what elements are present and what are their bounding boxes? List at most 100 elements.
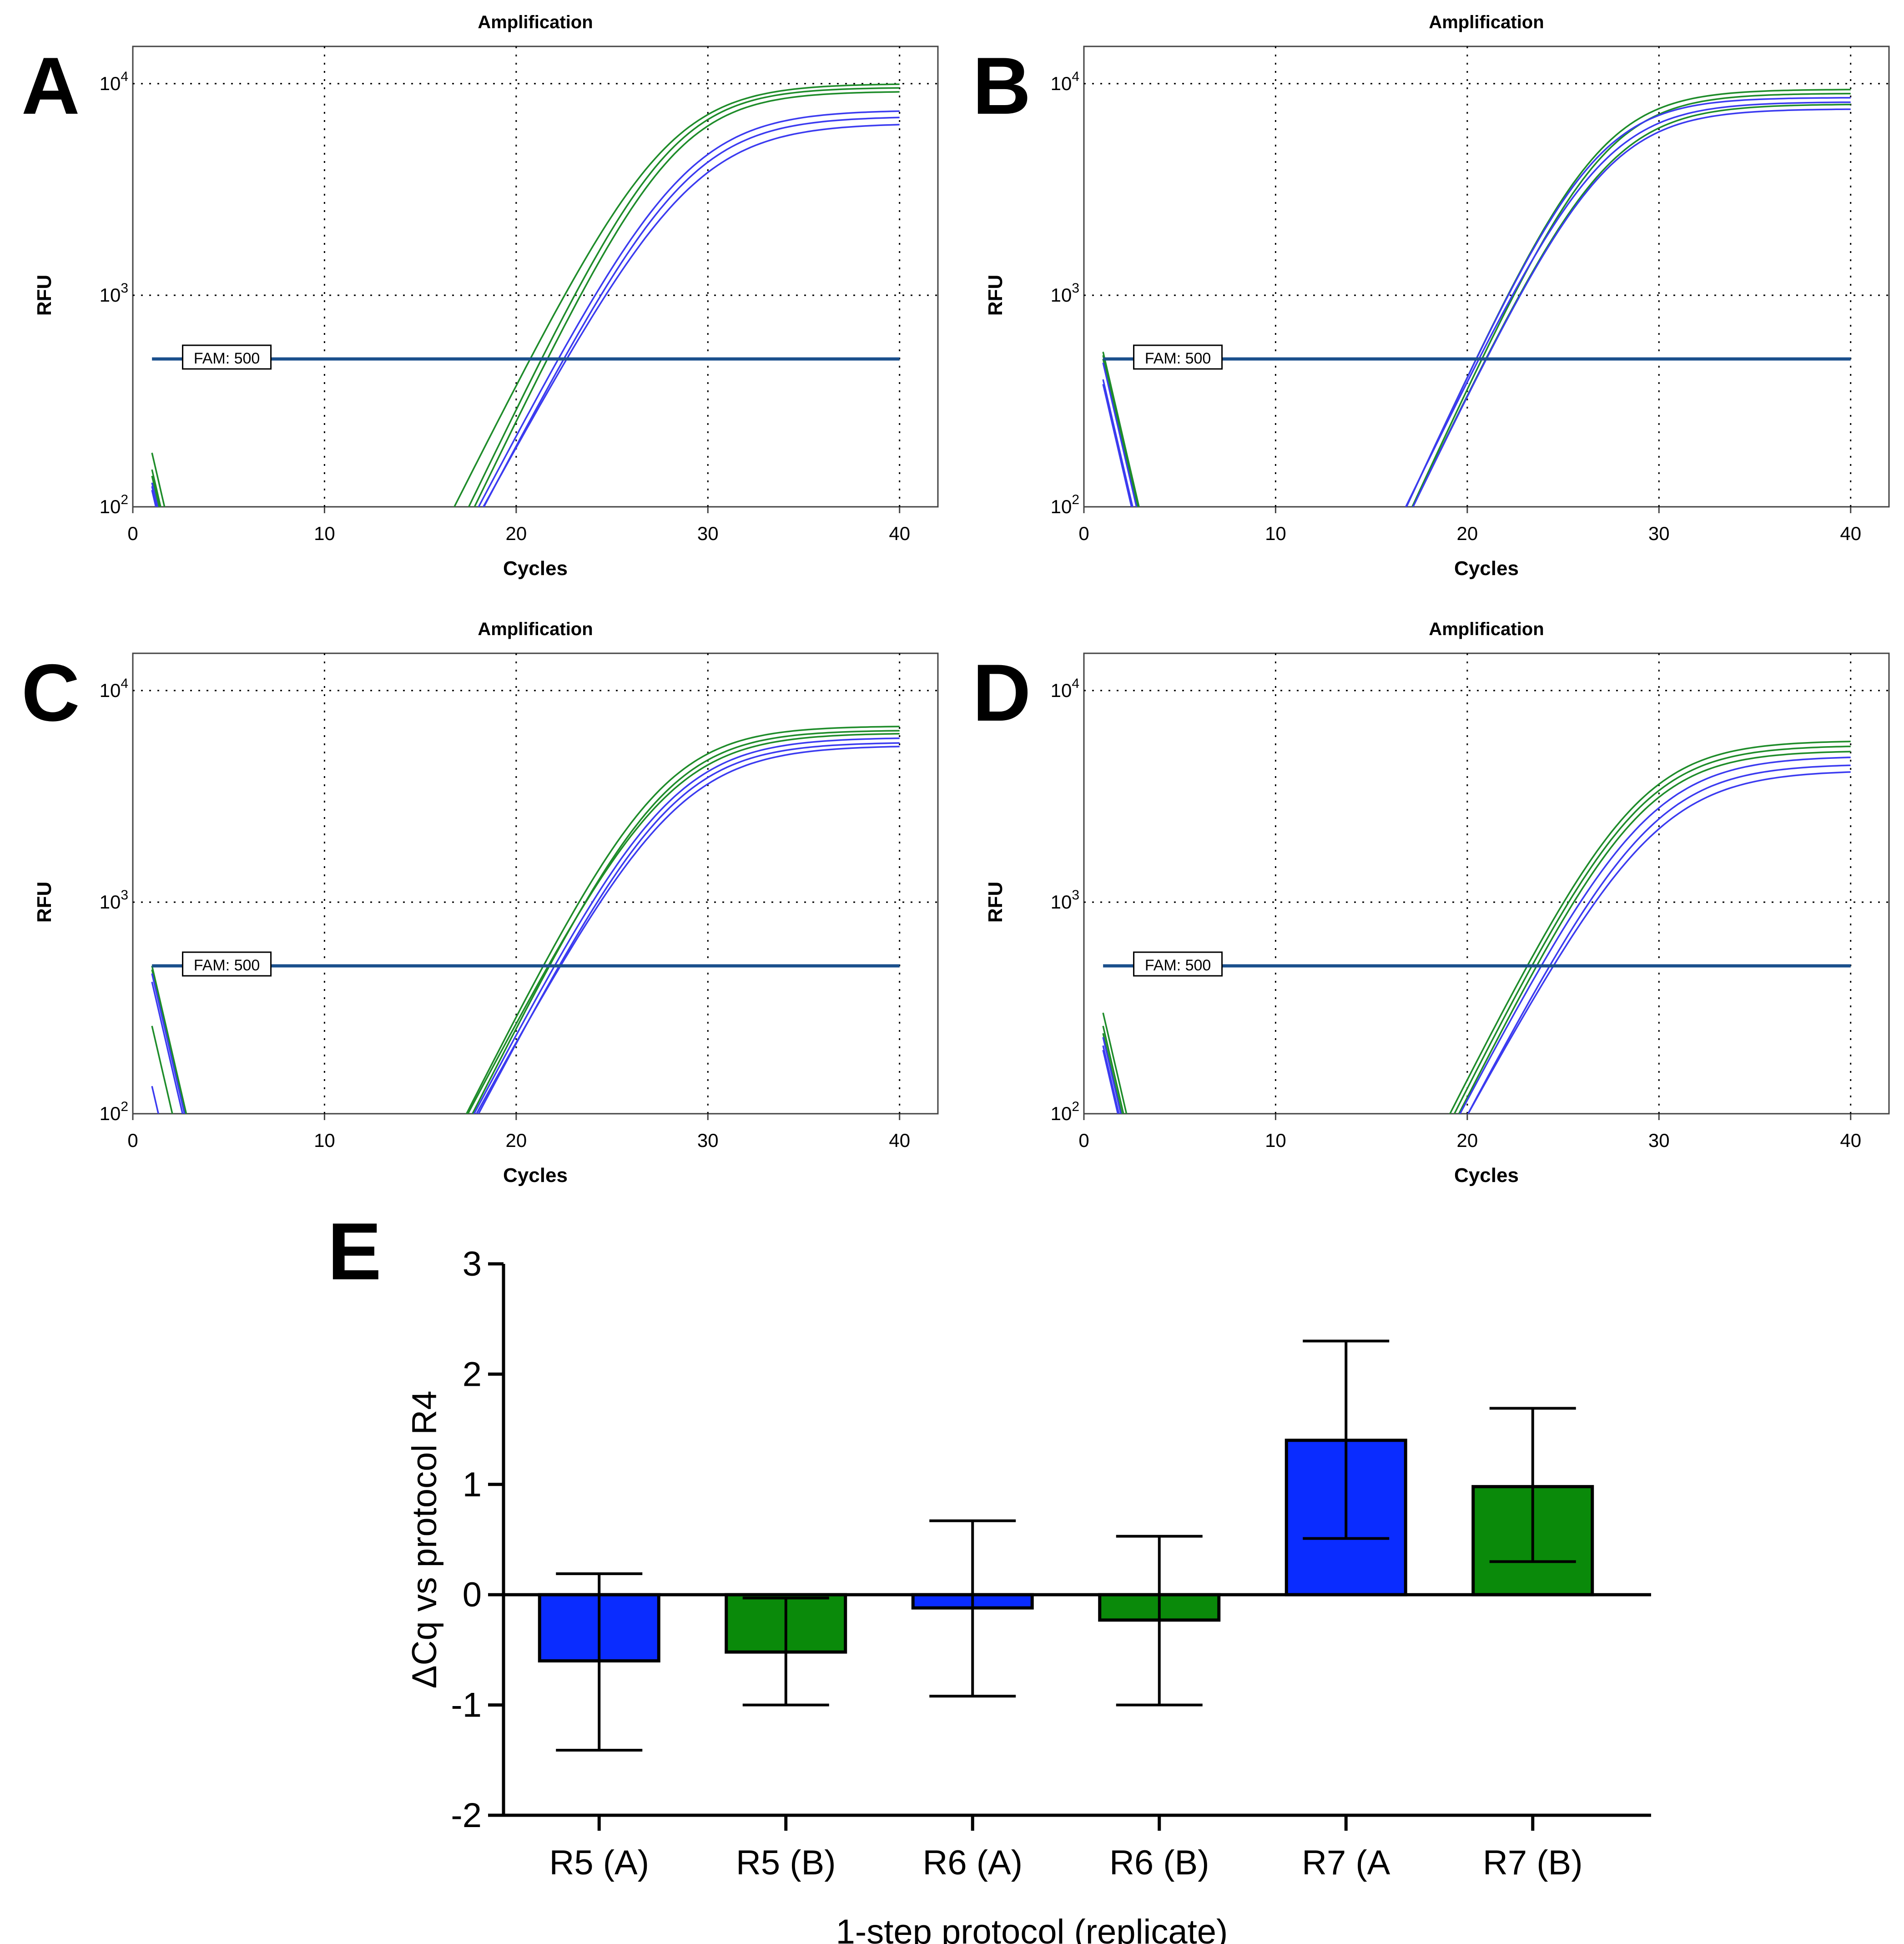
x-tick-label: 10 (314, 523, 335, 544)
x-tick-label: 20 (1456, 1130, 1478, 1151)
y-tick-label: 103 (100, 888, 128, 913)
amplification-curve-green (1102, 741, 1851, 1114)
y-tick-label: 103 (1051, 281, 1079, 306)
curve-group (1102, 741, 1851, 1114)
x-tick-label: R7 (B) (1483, 1843, 1583, 1882)
amplification-curve-blue (1102, 764, 1851, 1114)
x-tick-label: 10 (314, 1130, 335, 1151)
threshold-label-box (1133, 951, 1223, 977)
amplification-curve-blue (151, 746, 900, 1114)
y-tick-exponent: 3 (1072, 281, 1079, 296)
amplification-curve-blue (1102, 101, 1851, 507)
x-tick-label: 40 (1840, 523, 1861, 544)
x-tick-label: 40 (1840, 1130, 1861, 1151)
x-axis-label: Cycles (503, 557, 568, 580)
x-tick-label: 0 (127, 1130, 138, 1151)
chart-title: Amplification (1429, 12, 1544, 32)
y-tick-label: 102 (100, 492, 128, 517)
amplification-curve-green (151, 87, 900, 507)
y-tick-label: 104 (100, 676, 128, 701)
amplification-curve-blue (151, 116, 900, 507)
y-tick-base: 10 (1051, 284, 1072, 306)
y-tick-exponent: 4 (121, 69, 128, 84)
amplification-curve-green (151, 91, 900, 507)
y-axis-label: RFU (984, 275, 1007, 316)
y-tick-base: 10 (1051, 73, 1072, 94)
y-tick-exponent: 2 (1072, 1099, 1079, 1114)
x-tick-label: 0 (127, 523, 138, 544)
x-tick-label: R7 (A (1302, 1843, 1390, 1882)
y-tick-base: 10 (100, 891, 121, 913)
y-tick-label: -2 (451, 1796, 482, 1835)
y-tick-exponent: 3 (121, 281, 128, 296)
y-tick-label: 102 (1051, 492, 1079, 517)
y-tick-exponent: 2 (121, 492, 128, 507)
threshold-label: FAM: 500 (1145, 957, 1211, 974)
amplification-curve-green (1102, 751, 1851, 1114)
y-tick-label: 0 (463, 1575, 482, 1614)
amplification-curve-green (151, 732, 900, 1114)
x-axis-label: Cycles (1454, 557, 1519, 580)
plot-frame (1083, 45, 1890, 508)
y-tick-exponent: 4 (1072, 676, 1079, 691)
threshold-label: FAM: 500 (1145, 350, 1211, 367)
x-axis-label: 1-step protocol (replicate) (836, 1913, 1228, 1944)
x-tick-label: 0 (1078, 1130, 1089, 1151)
y-tick-base: 10 (1051, 680, 1072, 701)
x-tick-label: 20 (505, 1130, 527, 1151)
y-tick-base: 10 (1051, 496, 1072, 517)
y-tick-base: 10 (100, 1103, 121, 1124)
y-tick-exponent: 2 (1072, 492, 1079, 507)
y-tick-exponent: 3 (121, 888, 128, 903)
curve-group (151, 726, 900, 1114)
threshold-label: FAM: 500 (194, 350, 260, 367)
curve-group (151, 83, 900, 507)
threshold-label-box (1133, 344, 1223, 370)
y-tick-label: 103 (100, 281, 128, 306)
x-tick-label: 30 (1648, 1130, 1670, 1151)
chart-title: Amplification (478, 12, 593, 32)
amplification-curve-blue (151, 110, 900, 507)
amplification-curve-blue (1102, 756, 1851, 1114)
panel-letter-c: C (21, 647, 80, 738)
amplification-curve-blue (151, 124, 900, 507)
amplification-curve-green (151, 726, 900, 1114)
x-tick-label: 30 (697, 523, 719, 544)
amplification-curve-green (151, 83, 900, 507)
x-tick-label: R6 (A) (922, 1843, 1023, 1882)
x-tick-label: R5 (A) (549, 1843, 649, 1882)
x-tick-label: 30 (1648, 523, 1670, 544)
panel-letter-d: D (972, 647, 1031, 738)
plot-frame (132, 45, 939, 508)
y-axis-label: RFU (33, 882, 55, 923)
x-axis-label: Cycles (503, 1164, 568, 1187)
plot-frame (132, 652, 939, 1115)
x-tick-label: 40 (889, 1130, 910, 1151)
panel-e: E -2 -1 0 1 2 3 R5 (A) R5 (B) R6 (A) R6 (B) R7 (A R7… (327, 1206, 1651, 1944)
y-tick-exponent: 2 (121, 1099, 128, 1114)
y-tick-label: 104 (1051, 69, 1079, 94)
threshold-label-box (182, 951, 272, 977)
y-tick-base: 10 (100, 284, 121, 306)
panel-letter-b: B (972, 40, 1031, 131)
x-tick-label: 0 (1078, 523, 1089, 544)
y-tick-label: 102 (1051, 1099, 1079, 1124)
y-tick-label: 104 (1051, 676, 1079, 701)
y-tick-base: 10 (100, 680, 121, 701)
y-tick-base: 10 (100, 73, 121, 94)
amplification-curve-blue (1102, 108, 1851, 507)
x-tick-label: 10 (1265, 523, 1286, 544)
y-axis-label: RFU (984, 882, 1007, 923)
plot-frame (1083, 652, 1890, 1115)
y-tick-label: 103 (1051, 888, 1079, 913)
panel-letter-a: A (21, 40, 80, 131)
x-tick-label: 10 (1265, 1130, 1286, 1151)
amplification-curve-blue (1102, 771, 1851, 1114)
y-tick-label: 1 (463, 1465, 482, 1504)
y-axis-label: RFU (33, 275, 55, 316)
amplification-curve-blue (151, 737, 900, 1114)
x-tick-label: 30 (697, 1130, 719, 1151)
